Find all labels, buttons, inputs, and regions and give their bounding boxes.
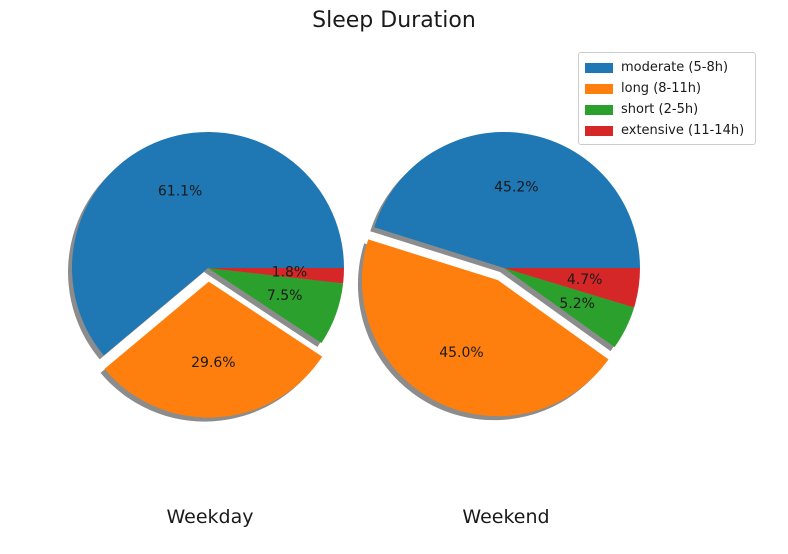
pie-slice-label: 45.2% (494, 179, 538, 195)
pie-slice (104, 281, 323, 418)
pie-title-weekday: Weekday (166, 506, 254, 528)
chart-title: Sleep Duration (312, 8, 476, 33)
pie-weekend: 45.2% 45.0% 5.2% 4.7% (357, 131, 640, 421)
legend-swatch (585, 125, 613, 136)
pie-slice-label: 1.8% (272, 265, 308, 281)
pie-slice (208, 268, 344, 344)
pie-slice (72, 132, 344, 356)
legend-item: extensive (11-14h) (585, 120, 749, 141)
legend-swatch (585, 62, 613, 73)
legend-swatch (585, 104, 613, 115)
legend: moderate (5-8h) long (8-11h) short (2-5h… (578, 52, 756, 145)
pie-slice (374, 131, 640, 268)
legend-label: short (2-5h) (621, 102, 699, 117)
pie-weekday: 61.1% 29.6% 7.5% 1.8% (67, 132, 344, 422)
pie-slice-label: 45.0% (439, 345, 483, 361)
pie-slice (208, 268, 344, 284)
legend-label: moderate (5-8h) (621, 60, 729, 75)
pie-slice-label: 4.7% (567, 272, 603, 288)
legend-swatch (585, 83, 613, 94)
legend-item: moderate (5-8h) (585, 57, 749, 78)
pie-slice-label: 7.5% (267, 288, 303, 304)
legend-item: short (2-5h) (585, 99, 749, 120)
legend-label: long (8-11h) (621, 81, 702, 96)
pie-slice (504, 268, 640, 308)
legend-label: extensive (11-14h) (621, 123, 745, 138)
pie-slice-label: 5.2% (559, 296, 595, 312)
legend-item: long (8-11h) (585, 78, 749, 99)
pie-slice (361, 239, 609, 417)
pie-slice-label: 29.6% (191, 355, 235, 371)
pie-slice (504, 268, 635, 348)
pie-title-weekend: Weekend (462, 506, 550, 528)
pie-slice-label: 61.1% (158, 183, 202, 199)
